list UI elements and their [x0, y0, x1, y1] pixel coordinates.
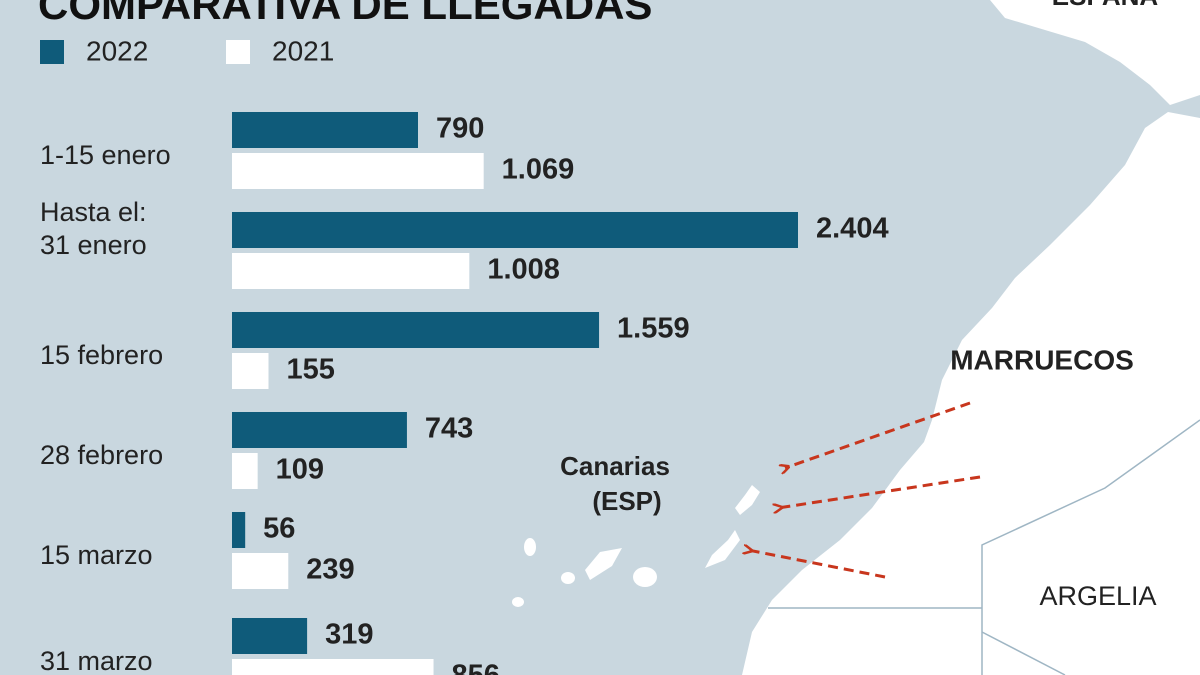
value-label: 155 — [286, 354, 334, 386]
value-label: 319 — [325, 619, 373, 651]
annotation: Hasta el: — [40, 197, 147, 227]
value-label: 109 — [276, 454, 324, 486]
bar — [232, 512, 246, 548]
route-arrows — [748, 401, 981, 579]
bar — [232, 212, 798, 248]
bar — [232, 312, 600, 348]
chart-title: COMPARATIVA DE LLEGADAS — [38, 0, 652, 28]
value-label: 790 — [436, 113, 484, 145]
value-label: 2.404 — [816, 213, 889, 245]
category-label: 15 febrero — [40, 340, 163, 370]
bar-chart: 2022 2021 1-15 enero 790 1.069 31 enero 2.404 1… — [40, 35, 889, 675]
bar — [232, 412, 407, 448]
value-label: 1.069 — [502, 154, 575, 186]
value-label: 239 — [306, 554, 354, 586]
legend-swatch — [40, 40, 64, 64]
bar — [232, 112, 418, 148]
value-label: 743 — [425, 413, 473, 445]
category-label: 31 enero — [40, 230, 147, 260]
map-label: Canarias — [560, 451, 670, 481]
category-label: 15 marzo — [40, 540, 153, 570]
bar — [232, 659, 434, 675]
map-label: (ESP) — [592, 486, 661, 516]
map-label: ESPAÑA — [1052, 0, 1159, 11]
category-label: 28 febrero — [40, 440, 163, 470]
africa-land — [742, 112, 1200, 675]
spain-land — [990, 0, 1200, 105]
value-label: 856 — [452, 660, 500, 675]
bar — [232, 453, 258, 489]
bar — [232, 553, 289, 589]
bar — [232, 253, 470, 289]
legend-swatch — [226, 40, 250, 64]
value-label: 56 — [263, 513, 295, 545]
map-label: MARRUECOS — [950, 344, 1134, 375]
bar — [232, 618, 308, 654]
bar — [232, 153, 484, 189]
map-label: ARGELIA — [1039, 581, 1156, 611]
category-label: 1-15 enero — [40, 140, 171, 170]
value-label: 1.008 — [487, 254, 560, 286]
legend-label: 2021 — [272, 35, 334, 66]
borders — [768, 419, 1200, 675]
legend-label: 2022 — [86, 35, 148, 66]
islands — [512, 485, 760, 607]
bar — [232, 353, 269, 389]
value-label: 1.559 — [617, 313, 690, 345]
category-label: 31 marzo — [40, 646, 153, 675]
